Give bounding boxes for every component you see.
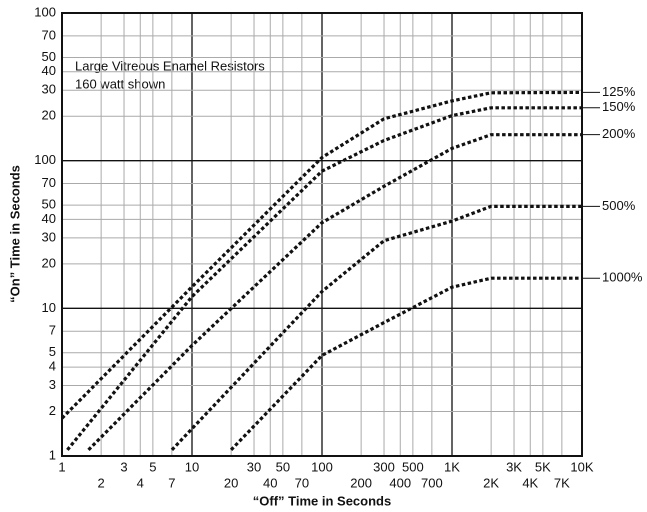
series-line (66, 106, 582, 451)
x-tick-label: 5K (535, 459, 551, 474)
annotation: 160 watt shown (75, 76, 165, 91)
x-tick-label: 1 (58, 459, 65, 474)
y-tick-label: 70 (42, 175, 56, 190)
x-tick-label: 20 (224, 475, 238, 490)
y-axis-label: “On” Time in Seconds (7, 165, 22, 303)
x-tick-label: 30 (247, 459, 261, 474)
series-line (60, 90, 583, 420)
y-tick-label: 30 (42, 82, 56, 97)
y-tick-label: 100 (34, 4, 56, 19)
legend-label: 1000% (602, 270, 643, 285)
series-line (229, 276, 582, 452)
x-tick-label: 1K (444, 459, 460, 474)
y-tick-label: 4 (49, 359, 56, 374)
plot-frame (61, 12, 583, 457)
x-tick-label: 100 (311, 459, 333, 474)
x-tick-label: 300 (373, 459, 395, 474)
y-tick-label: 70 (42, 27, 56, 42)
x-tick-label: 700 (421, 475, 443, 490)
x-tick-label: 10K (570, 459, 593, 474)
legend-label: 125% (602, 84, 636, 99)
y-tick-label: 40 (42, 63, 56, 78)
y-tick-label: 50 (42, 197, 56, 212)
y-tick-label: 3 (49, 377, 56, 392)
x-tick-label: 500 (402, 459, 424, 474)
x-tick-label: 7 (168, 475, 175, 490)
x-tick-label: 4 (137, 475, 144, 490)
x-axis-label: “Off” Time in Seconds (253, 493, 391, 508)
y-tick-label: 2 (49, 403, 56, 418)
x-tick-label: 70 (295, 475, 309, 490)
series-line (87, 133, 582, 452)
x-tick-label: 40 (263, 475, 277, 490)
x-tick-label: 7K (554, 475, 570, 490)
y-tick-label: 40 (42, 211, 56, 226)
y-tick-label: 30 (42, 229, 56, 244)
y-tick-label: 7 (49, 323, 56, 338)
legend-label: 200% (602, 126, 636, 141)
y-tick-label: 5 (49, 344, 56, 359)
annotation: Large Vitreous Enamel Resistors (75, 58, 265, 73)
x-tick-label: 3 (120, 459, 127, 474)
series-line (170, 204, 582, 452)
y-tick-label: 20 (42, 108, 56, 123)
legend-label: 150% (602, 99, 636, 114)
x-tick-label: 10 (185, 459, 199, 474)
x-tick-label: 50 (276, 459, 290, 474)
y-tick-label: 20 (42, 255, 56, 270)
y-tick-label: 100 (34, 152, 56, 167)
x-tick-label: 2K (483, 475, 499, 490)
x-tick-label: 3K (506, 459, 522, 474)
legend-label: 500% (602, 198, 636, 213)
y-tick-label: 1 (49, 447, 56, 462)
x-tick-label: 2 (98, 475, 105, 490)
x-tick-label: 4K (522, 475, 538, 490)
x-tick-label: 5 (149, 459, 156, 474)
x-tick-label: 400 (389, 475, 411, 490)
y-tick-label: 10 (42, 300, 56, 315)
x-tick-label: 200 (350, 475, 372, 490)
y-tick-label: 50 (42, 49, 56, 64)
